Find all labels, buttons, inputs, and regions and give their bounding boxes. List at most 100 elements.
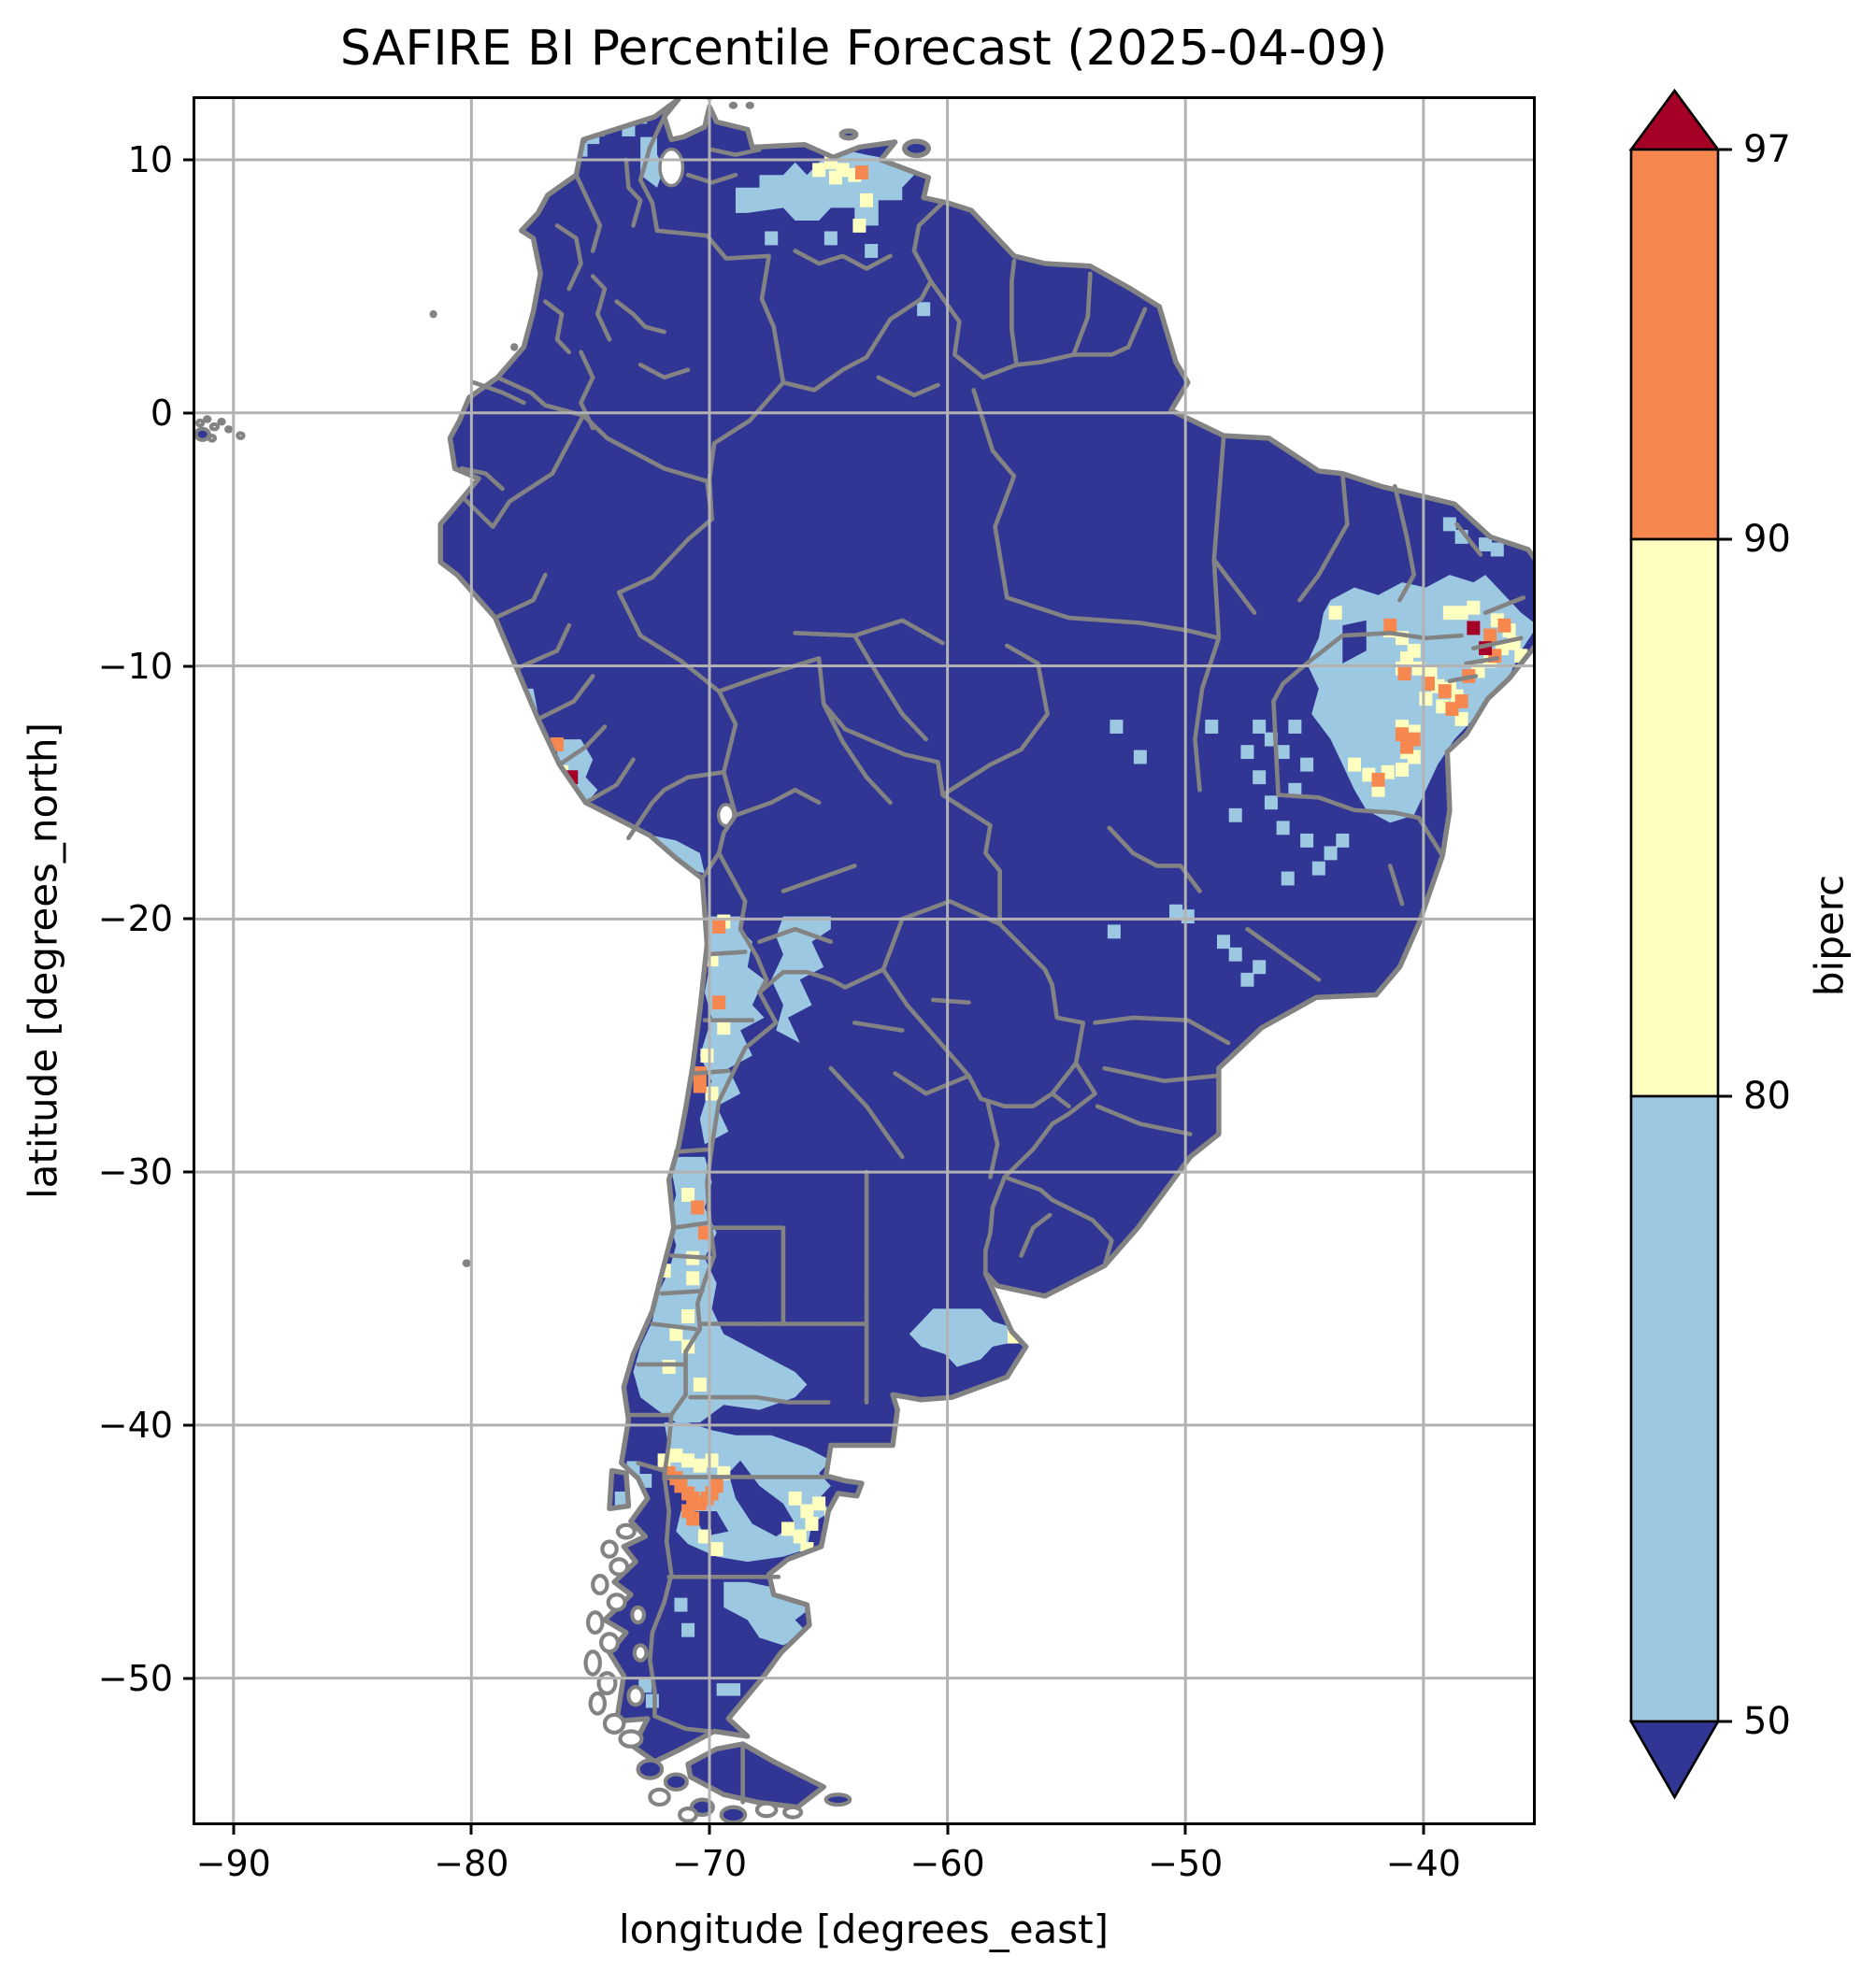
c-blue-cell (1264, 795, 1278, 810)
c-blue-cell (1336, 833, 1350, 848)
c-orange-cell (1395, 727, 1409, 742)
colorbar-over-arrow (1628, 88, 1721, 151)
c-yellow-cell (812, 163, 826, 178)
islands (196, 99, 851, 1822)
colorbar-label: biperc (1806, 874, 1853, 997)
c-blue-cell (1288, 720, 1302, 734)
c-yellow-cell (681, 1188, 695, 1202)
c-yellow-cell (705, 1453, 719, 1468)
c-orange-cell (709, 1478, 723, 1493)
c-blue-cell (674, 1597, 688, 1612)
colorbar-seg-50-80 (1629, 1094, 1720, 1723)
c-blue-cell (765, 231, 779, 246)
x-tick-label: −50 (1148, 1843, 1224, 1884)
c-blue-cell (1133, 750, 1147, 764)
y-tick-label: −10 (97, 645, 173, 687)
c-blue-cell (1490, 542, 1504, 557)
c-orange-cell (712, 919, 726, 934)
c-blue-cell (1253, 720, 1267, 734)
c-yellow-cell (693, 1378, 707, 1392)
c-yellow-cell (1419, 692, 1433, 707)
c-blue-cell (1276, 745, 1290, 760)
c-yellow-cell (793, 1529, 807, 1544)
c-blue-cell (1205, 720, 1219, 734)
c-red-cell (1467, 621, 1481, 636)
y-tick-mark (183, 664, 195, 668)
colorbar-under-arrow (1628, 1720, 1721, 1800)
c-yellow-cell (693, 1458, 707, 1473)
c-yellow-cell (781, 1521, 795, 1536)
r-navy-region (728, 1460, 795, 1537)
c-blue-cell (1479, 537, 1493, 552)
c-orange-cell (686, 1511, 700, 1526)
c-blue-cell (865, 244, 879, 258)
c-orange-cell (1497, 618, 1511, 633)
c-yellow-cell (812, 1496, 826, 1511)
c-yellow-cell (700, 1049, 714, 1063)
c-blue-cell (1281, 871, 1295, 886)
c-yellow-cell (686, 1271, 700, 1286)
plot-title: SAFIRE BI Percentile Forecast (2025-04-0… (339, 21, 1388, 77)
c-yellow-cell (1442, 606, 1456, 621)
c-blue-cell (1253, 960, 1267, 975)
r-blue-region (909, 1308, 1017, 1367)
map-plot: −90 −80 −70 −60 −50 −40 10 0 −10 −20 −30 −40 −50 (98, 96, 1536, 1884)
c-yellow-cell (1467, 600, 1481, 615)
c-yellow-cell (1400, 650, 1414, 665)
c-blue-cell (609, 109, 623, 124)
c-blue-cell (1110, 720, 1124, 734)
x-tick-mark (1422, 1822, 1425, 1835)
c-blue-cell (1107, 924, 1121, 939)
c-yellow-cell (828, 170, 842, 185)
c-blue-cell (1253, 770, 1267, 785)
c-blue-cell (1169, 904, 1183, 919)
c-blue-cell (1216, 935, 1230, 950)
colorbar-tick-label: 97 (1743, 128, 1791, 171)
y-tick-mark (183, 1677, 195, 1680)
y-tick-mark (183, 917, 195, 921)
r-blue-region (771, 916, 831, 1044)
c-blue-cell (1240, 972, 1254, 987)
y-tick-mark (183, 411, 195, 415)
c-orange-cell (1371, 772, 1385, 787)
c-yellow-cell (1395, 763, 1409, 778)
y-axis-label: latitude [degrees_north] (20, 722, 66, 1199)
y-tick-label: −30 (97, 1151, 173, 1193)
c-blue-cell (1181, 909, 1195, 924)
c-yellow-cell (1328, 606, 1342, 621)
c-blue-cell (823, 231, 838, 246)
c-yellow-cell (681, 1308, 695, 1323)
y-tick-label: −40 (97, 1404, 173, 1446)
x-tick-label: −40 (1385, 1843, 1461, 1884)
c-yellow-cell (788, 1491, 802, 1506)
c-yellow-cell (669, 1448, 683, 1463)
x-tick-label: −90 (195, 1843, 271, 1884)
c-blue-cell (1240, 745, 1254, 760)
c-orange-cell (1454, 694, 1468, 708)
c-orange-cell (1438, 684, 1452, 699)
y-tick-label: 0 (150, 392, 173, 434)
c-yellow-cell (705, 1086, 719, 1101)
x-axis-label: longitude [degrees_east] (618, 1907, 1110, 1952)
colorbar-tick-label: 90 (1743, 518, 1791, 562)
c-orange-cell (693, 1078, 707, 1093)
c-orange-cell (697, 1225, 711, 1240)
c-blue-cell (1324, 846, 1338, 861)
y-tick-mark (183, 1423, 195, 1427)
c-yellow-cell (709, 1542, 723, 1557)
c-orange-cell (1397, 666, 1411, 681)
y-tick-label: −50 (97, 1657, 173, 1699)
admin-borders (462, 117, 1524, 1802)
x-tick-label: −60 (909, 1843, 985, 1884)
c-blue-cell (1276, 821, 1290, 836)
south-america-map (195, 99, 1533, 1822)
x-tick-mark (946, 1822, 950, 1835)
r-navy-region (1342, 620, 1367, 664)
c-yellow-cell (860, 193, 874, 207)
c-yellow-cell (697, 1529, 711, 1544)
c-blue-cell (1228, 947, 1242, 962)
c-blue-cell (1300, 833, 1314, 848)
y-tick-label: 10 (127, 138, 173, 180)
c-blue-cell (1288, 782, 1302, 797)
